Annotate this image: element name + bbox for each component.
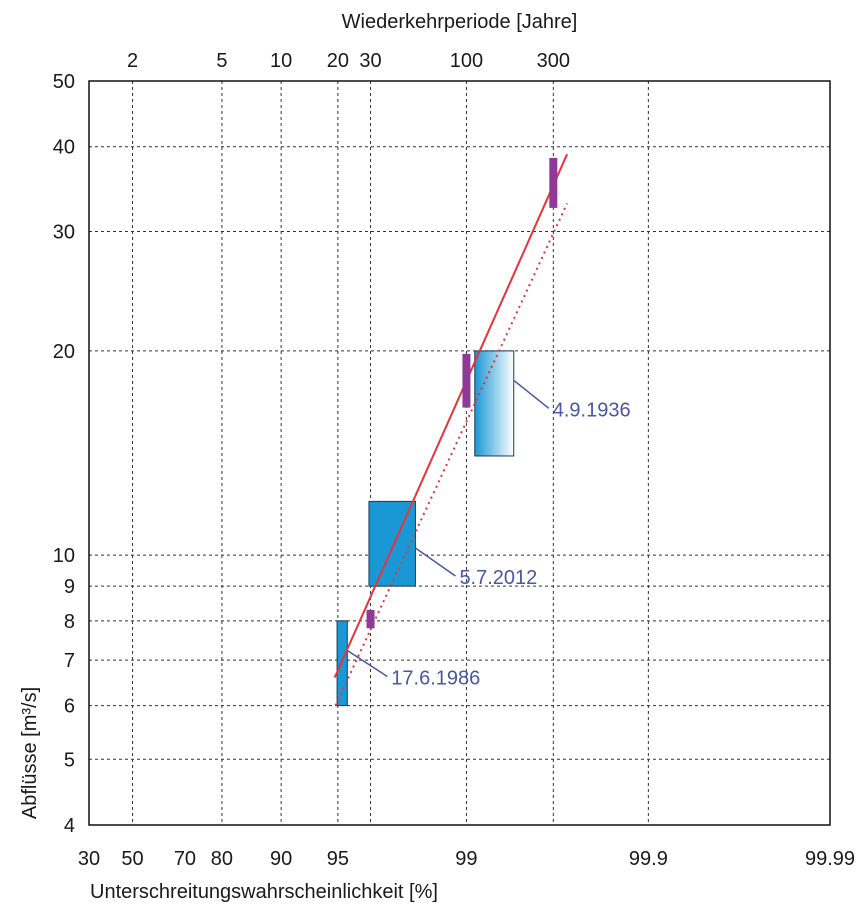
- top-axis-title: Wiederkehrperiode [Jahre]: [342, 11, 578, 33]
- top-tick-label: 2: [127, 50, 138, 72]
- x-tick-label: 99.9: [629, 848, 668, 870]
- plot-data: 17.6.1986 5.7.2012 4.9.1936: [333, 153, 631, 707]
- confidence-bar: [366, 609, 375, 629]
- plot-frame: [88, 80, 831, 826]
- fit-line-dotted: [334, 202, 569, 706]
- top-tick-label: 5: [216, 50, 227, 72]
- x-tick-label: 50: [121, 848, 143, 870]
- top-tick-label: 20: [327, 50, 349, 72]
- confidence-bar: [549, 157, 558, 208]
- event-leader-line: [513, 379, 550, 409]
- event-label: 5.7.2012: [459, 567, 537, 589]
- x-axis-title: Unterschreitungswahrscheinlichkeit [%]: [90, 881, 438, 903]
- event-leader-line: [415, 547, 456, 577]
- y-tick-label: 7: [64, 650, 75, 672]
- y-tick-label: 6: [64, 696, 75, 718]
- y-tick-label: 50: [53, 71, 75, 93]
- top-tick-label: 100: [450, 50, 483, 72]
- event-label: 4.9.1936: [553, 399, 631, 421]
- x-tick-label: 95: [327, 848, 349, 870]
- y-tick-label: 8: [64, 611, 75, 633]
- x-tick-label: 80: [211, 848, 233, 870]
- top-tick-label: 10: [270, 50, 292, 72]
- event-label: 17.6.1986: [391, 667, 480, 689]
- x-tick-label: 99.99: [805, 848, 855, 870]
- event-box: [336, 620, 348, 707]
- axis-labels: 4 5 6 7 8 9 10 20 30 40 50 30 50 70 80 90 95 99 99.9 99.99 2…: [53, 50, 855, 870]
- confidence-bar: [462, 353, 471, 408]
- y-tick-label: 40: [53, 137, 75, 159]
- y-tick-label: 9: [64, 576, 75, 598]
- event-box: [474, 350, 515, 457]
- fit-line-solid: [333, 153, 569, 678]
- y-axis-title: Abflüsse [m³/s]: [19, 687, 41, 819]
- x-tick-label: 99: [455, 848, 477, 870]
- x-tick-label: 90: [270, 848, 292, 870]
- top-tick-label: 30: [359, 50, 381, 72]
- event-box: [368, 500, 416, 587]
- y-tick-label: 5: [64, 749, 75, 771]
- x-tick-label: 70: [174, 848, 196, 870]
- y-tick-label: 10: [53, 545, 75, 567]
- y-tick-label: 30: [53, 221, 75, 243]
- y-tick-label: 4: [64, 815, 75, 837]
- y-tick-label: 20: [53, 341, 75, 363]
- grid: [89, 81, 830, 825]
- top-tick-label: 300: [537, 50, 570, 72]
- event-leader-line: [346, 649, 388, 678]
- x-tick-label: 30: [78, 848, 100, 870]
